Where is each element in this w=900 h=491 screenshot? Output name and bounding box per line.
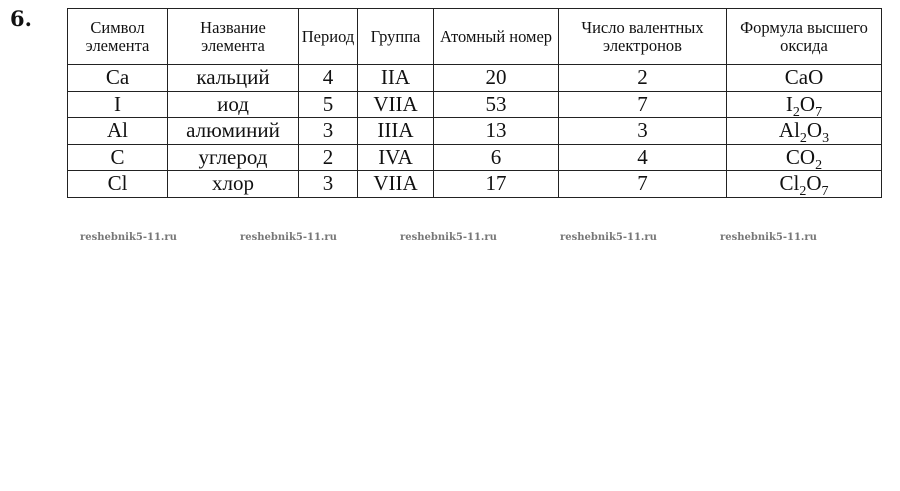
formula-element: Ca	[784, 65, 809, 90]
cell-name: кальций	[167, 64, 299, 92]
watermark: reshebnik5-11.ru	[80, 232, 177, 243]
cell-symbol: Cl	[67, 170, 168, 198]
formula-subscript: 2	[799, 184, 807, 200]
formula-subscript: 2	[792, 104, 800, 120]
cell-oxide: Al2O3	[726, 117, 882, 147]
cell-period: 2	[298, 143, 358, 171]
header-symbol: Символ элемента	[67, 8, 168, 65]
watermark: reshebnik5-11.ru	[400, 232, 497, 243]
cell-valence-electrons: 2	[558, 64, 727, 92]
cell-atomic-number: 17	[433, 170, 559, 198]
elements-table: Символ элемента Название элемента Период…	[67, 8, 882, 200]
cell-period: 4	[298, 64, 358, 92]
cell-name: иод	[167, 90, 299, 118]
cell-group: IVA	[357, 143, 434, 171]
cell-name: углерод	[167, 143, 299, 171]
cell-group: VIIA	[357, 90, 434, 118]
header-period: Период	[298, 8, 358, 65]
cell-oxide: CaO	[726, 64, 882, 92]
table-row: Ca кальций 4 IIA 20 2 CaO	[67, 64, 882, 92]
cell-name: алюминий	[167, 117, 299, 145]
formula-element: Al	[778, 118, 800, 143]
formula-element: I	[785, 91, 793, 116]
table-row: Cl хлор 3 VIIA 17 7 Cl2O7	[67, 170, 882, 200]
watermark: reshebnik5-11.ru	[560, 232, 657, 243]
header-group: Группа	[357, 8, 434, 65]
cell-symbol: C	[67, 143, 168, 171]
formula-subscript: 7	[815, 104, 823, 120]
cell-period: 3	[298, 117, 358, 145]
cell-atomic-number: 53	[433, 90, 559, 118]
cell-period: 3	[298, 170, 358, 198]
cell-valence-electrons: 4	[558, 143, 727, 171]
formula-element: O	[806, 171, 822, 196]
cell-atomic-number: 20	[433, 64, 559, 92]
cell-symbol: Al	[67, 117, 168, 145]
header-oxide-formula: Формула высшего оксида	[726, 8, 882, 65]
watermark: reshebnik5-11.ru	[720, 232, 817, 243]
cell-period: 5	[298, 90, 358, 118]
table-row: Al алюминий 3 IIIA 13 3 Al2O3	[67, 117, 882, 147]
cell-symbol: I	[67, 90, 168, 118]
cell-group: IIA	[357, 64, 434, 92]
cell-group: VIIA	[357, 170, 434, 198]
cell-name: хлор	[167, 170, 299, 198]
watermark: reshebnik5-11.ru	[240, 232, 337, 243]
header-atomic-number: Атомный номер	[433, 8, 559, 65]
cell-atomic-number: 13	[433, 117, 559, 145]
cell-group: IIIA	[357, 117, 434, 145]
formula-element: O	[808, 65, 824, 90]
cell-oxide: Cl2O7	[726, 170, 882, 200]
cell-valence-electrons: 7	[558, 90, 727, 118]
cell-valence-electrons: 7	[558, 170, 727, 198]
header-valence-electrons: Число валентных электронов	[558, 8, 727, 65]
cell-oxide: CO2	[726, 143, 882, 173]
formula-element: O	[806, 118, 823, 143]
formula-element: O	[799, 91, 816, 116]
formula-subscript: 2	[815, 157, 823, 173]
cell-atomic-number: 6	[433, 143, 559, 171]
formula-subscript: 2	[799, 131, 807, 147]
formula-element: O	[799, 144, 816, 169]
formula-subscript: 3	[822, 131, 830, 147]
cell-valence-electrons: 3	[558, 117, 727, 145]
formula-element: Cl	[779, 171, 800, 196]
cell-oxide: I2O7	[726, 90, 882, 120]
formula-element: C	[785, 144, 800, 169]
task-number: 6.	[10, 6, 32, 31]
table-header-row: Символ элемента Название элемента Период…	[67, 8, 882, 65]
formula-subscript: 7	[821, 184, 829, 200]
cell-symbol: Ca	[67, 64, 168, 92]
header-name: Название элемента	[167, 8, 299, 65]
